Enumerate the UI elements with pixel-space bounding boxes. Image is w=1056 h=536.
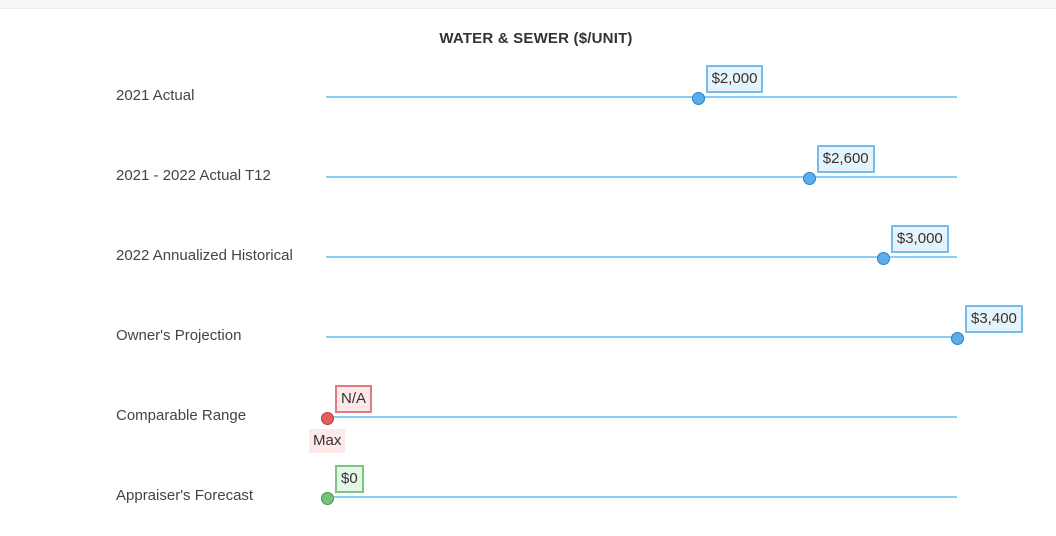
chart-title: WATER & SEWER ($/UNIT) [439, 30, 633, 47]
value-label: $2,000 [705, 65, 764, 93]
value-marker[interactable] [321, 412, 334, 425]
value-label: $2,600 [816, 145, 875, 173]
value-marker[interactable] [691, 92, 705, 105]
row-label: Owner's Projection [116, 327, 242, 344]
row-track [326, 256, 957, 258]
range-sub-label: Max [309, 429, 346, 453]
value-label: $3,000 [890, 225, 949, 253]
value-marker[interactable] [802, 172, 816, 185]
row-label: 2021 Actual [116, 87, 195, 104]
row-label: 2022 Annualized Historical [116, 247, 293, 264]
row-label: 2021 - 2022 Actual T12 [116, 167, 271, 184]
value-marker[interactable] [876, 252, 890, 265]
row-label: Appraiser's Forecast [116, 487, 254, 504]
row-track [326, 96, 957, 98]
top-strip [0, 0, 1056, 9]
value-marker[interactable] [951, 332, 964, 345]
value-marker[interactable] [321, 492, 334, 505]
row-label: Comparable Range [116, 407, 247, 424]
row-track [326, 496, 957, 498]
row-track [326, 416, 957, 418]
row-track [326, 176, 957, 178]
value-label: N/A [335, 385, 373, 413]
row-track [326, 336, 957, 338]
value-label: $0 [335, 465, 364, 493]
value-label: $3,400 [965, 305, 1023, 333]
